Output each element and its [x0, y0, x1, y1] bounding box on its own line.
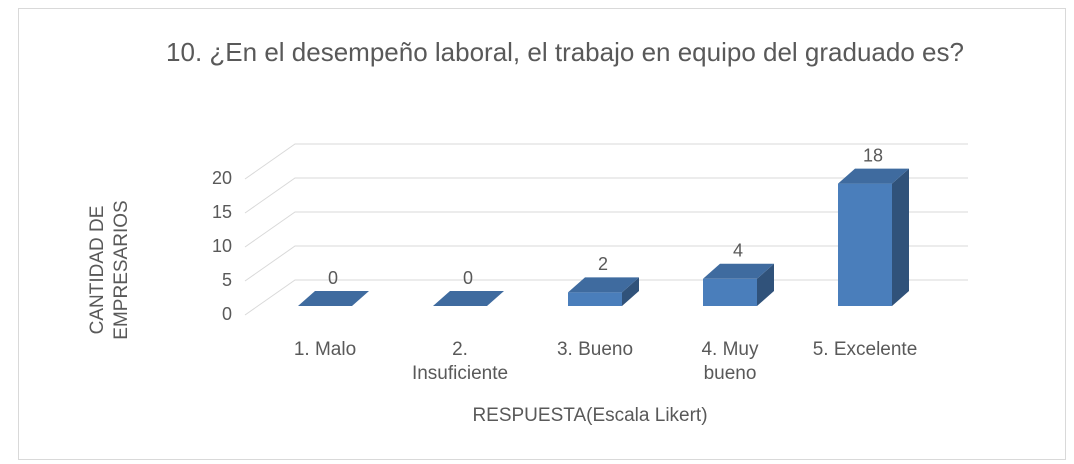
- data-label: 18: [863, 145, 883, 165]
- y-tick-label: 10: [212, 236, 232, 256]
- x-tick-label: 4. Muy bueno: [701, 339, 759, 384]
- y-axis-title: CANTIDAD DE EMPRESARIOS: [87, 200, 132, 340]
- y-tick-label: 0: [222, 304, 232, 324]
- x-tick-label: 3. Bueno: [556, 339, 634, 360]
- bar: [838, 183, 892, 306]
- grid-line: [244, 245, 968, 282]
- bar-top: [298, 291, 369, 306]
- bar: [568, 292, 622, 306]
- x-tick-label: 1. Malo: [293, 339, 357, 360]
- bar-top: [838, 168, 909, 184]
- grid-line: [244, 143, 968, 180]
- data-label: 2: [598, 254, 608, 274]
- data-label: 0: [463, 268, 473, 288]
- chart-title: 10. ¿En el desempeño laboral, el trabajo…: [166, 37, 964, 67]
- x-tick-label: 5. Excelente: [812, 339, 918, 360]
- x-axis-title: RESPUESTA(Escala Likert): [472, 405, 708, 426]
- grid-line: [244, 211, 968, 248]
- y-tick-label: 15: [212, 202, 232, 222]
- chart-frame: [18, 8, 1066, 460]
- grid-line: [244, 177, 968, 214]
- data-label: 0: [328, 268, 338, 288]
- bar-top: [568, 277, 639, 293]
- y-tick-label: 20: [212, 168, 232, 188]
- bar-side: [622, 277, 639, 306]
- x-tick-label: 2. Insuficiente: [411, 339, 509, 384]
- bar-side: [892, 168, 909, 306]
- bar-side: [757, 263, 774, 306]
- data-label: 4: [733, 241, 743, 261]
- bar-top: [433, 291, 504, 306]
- bar: [703, 278, 757, 306]
- y-tick-label: 5: [222, 270, 232, 290]
- bar-top: [703, 263, 774, 279]
